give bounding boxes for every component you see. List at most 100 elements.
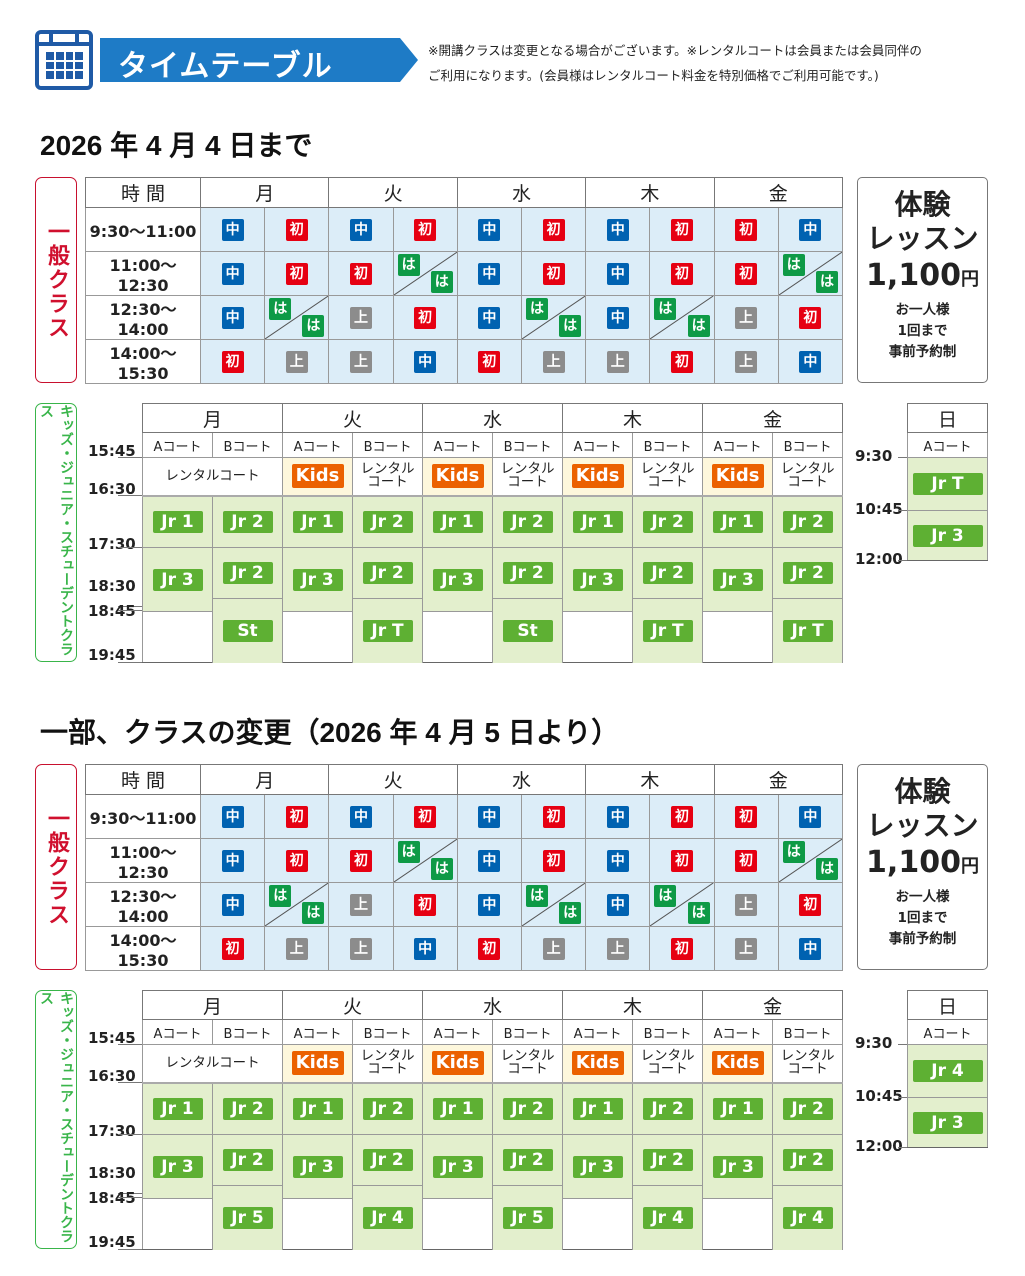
class-badge: 上 — [285, 350, 308, 373]
class-badge: 上 — [735, 893, 758, 916]
class-cell: 中 — [777, 207, 843, 252]
day-header: 水 — [456, 764, 587, 795]
time-tick: 9:30 — [855, 1034, 893, 1052]
class-cell: Jr 2 — [352, 1134, 424, 1186]
class-badge: 初 — [285, 805, 308, 828]
class-badge: 上 — [735, 306, 758, 329]
class-cell: 中 — [199, 251, 266, 296]
class-cell: 初 — [649, 794, 715, 839]
class-badge-ha: は — [654, 298, 677, 320]
notice-text: ※開講クラスは変更となる場合がございます。※レンタルコートは会員または会員同伴の… — [428, 43, 922, 83]
time-slot: 12:30〜14:00 — [85, 882, 201, 927]
class-cell: 中 — [392, 926, 458, 971]
class-cell: Jr 3 — [142, 1134, 213, 1199]
class-cell: Jr 2 — [632, 547, 704, 599]
class-cell: 初 — [520, 207, 587, 252]
jr-badge: Jr 1 — [712, 510, 763, 533]
class-cell: Jr T — [632, 598, 704, 663]
class-cell: 初 — [328, 251, 394, 296]
day-header: 水 — [422, 403, 564, 433]
day-header: 火 — [282, 990, 424, 1020]
class-badge: 上 — [542, 350, 565, 373]
class-cell: 中 — [199, 882, 266, 927]
court-a-header: Aコート — [562, 432, 634, 458]
class-cell: St — [211, 598, 284, 663]
class-cell: Jr 1 — [282, 495, 354, 548]
class-badge: 初 — [670, 218, 693, 241]
empty-cell — [702, 1198, 774, 1250]
table-row: 12:30〜14:00 中はは上初中はは中はは上初 — [85, 882, 843, 927]
rental-court-cell: レンタルコート — [141, 457, 284, 497]
class-badge: 中 — [606, 262, 629, 285]
class-cell-split: はは — [520, 295, 587, 340]
class-cell: Jr T — [907, 457, 988, 511]
kids-cell: Kids — [422, 457, 494, 497]
class-badge: 中 — [349, 805, 372, 828]
class-badge: 初 — [478, 350, 501, 373]
class-cell: Jr 4 — [352, 1185, 424, 1250]
time-tick: 18:30 — [88, 577, 136, 595]
class-badge: 初 — [670, 805, 693, 828]
class-badge: 初 — [478, 937, 501, 960]
class-badge-ha: は — [559, 315, 582, 337]
class-cell: St — [492, 598, 564, 663]
class-cell: 初 — [713, 251, 779, 296]
class-cell: 初 — [713, 794, 779, 839]
jr-badge: St — [222, 619, 273, 642]
class-badge: 初 — [542, 849, 565, 872]
class-cell: Jr 3 — [422, 547, 494, 612]
class-cell: 中 — [199, 207, 266, 252]
rental-court-cell: レンタルコート — [352, 1044, 424, 1084]
time-tick: 19:45 — [88, 646, 136, 664]
court-a-header: Aコート — [702, 432, 774, 458]
class-cell: Jr 3 — [702, 1134, 774, 1199]
jr-badge: Jr 3 — [712, 568, 763, 591]
time-slot: 14:00〜15:30 — [85, 926, 201, 971]
class-cell-split: はは — [649, 882, 715, 927]
empty-cell — [562, 1198, 634, 1250]
class-cell: Jr 3 — [907, 1097, 988, 1148]
class-cell: Jr 2 — [772, 547, 844, 599]
class-cell: 初 — [777, 882, 843, 927]
class-badge: 初 — [414, 218, 437, 241]
time-tick: 10:45 — [855, 1087, 903, 1105]
jr-badge: Jr 3 — [432, 568, 483, 591]
court-a-header: Aコート — [907, 432, 988, 458]
time-tick: 18:30 — [88, 1164, 136, 1182]
class-cell: 初 — [520, 794, 587, 839]
class-cell: Jr 3 — [702, 547, 774, 612]
class-cell: Jr T — [352, 598, 424, 663]
kids-cell: Kids — [422, 1044, 494, 1084]
class-cell: 初 — [199, 926, 266, 971]
day-header: 金 — [713, 177, 843, 208]
court-a-header: Aコート — [562, 1019, 634, 1045]
class-cell: 初 — [649, 339, 715, 384]
general-class-label: 一般クラス — [35, 764, 77, 970]
day-header: 木 — [562, 403, 704, 433]
class-cell: 中 — [585, 251, 651, 296]
kids-class-table: 月火水木金 Aコート Bコート Aコート Bコート Aコート Bコート Aコート Bコート Aコー… — [141, 990, 844, 1250]
class-cell: 初 — [264, 251, 330, 296]
jr-badge: Jr T — [362, 619, 413, 642]
class-cell: 初 — [264, 838, 330, 883]
kids-cell: Kids — [562, 1044, 634, 1084]
class-cell: 初 — [713, 207, 779, 252]
class-badge-ha: は — [687, 902, 710, 924]
class-cell: 上 — [585, 926, 651, 971]
class-cell: 上 — [264, 926, 330, 971]
class-cell-split: はは — [392, 251, 458, 296]
court-a-header: Aコート — [702, 1019, 774, 1045]
jr-badge: Jr T — [642, 619, 693, 642]
class-badge-ha: は — [397, 254, 420, 276]
class-cell: Jr 4 — [772, 1185, 844, 1250]
class-cell: 上 — [713, 339, 779, 384]
trial-price: 1,100円 — [866, 258, 979, 293]
class-badge: 中 — [606, 893, 629, 916]
class-badge-ha: は — [302, 902, 325, 924]
court-b-header: Bコート — [772, 1019, 844, 1045]
class-cell: 中 — [777, 339, 843, 384]
class-cell: 初 — [392, 295, 458, 340]
jr-badge: Jr 2 — [642, 562, 693, 584]
class-badge: 初 — [285, 218, 308, 241]
class-badge: 初 — [285, 849, 308, 872]
